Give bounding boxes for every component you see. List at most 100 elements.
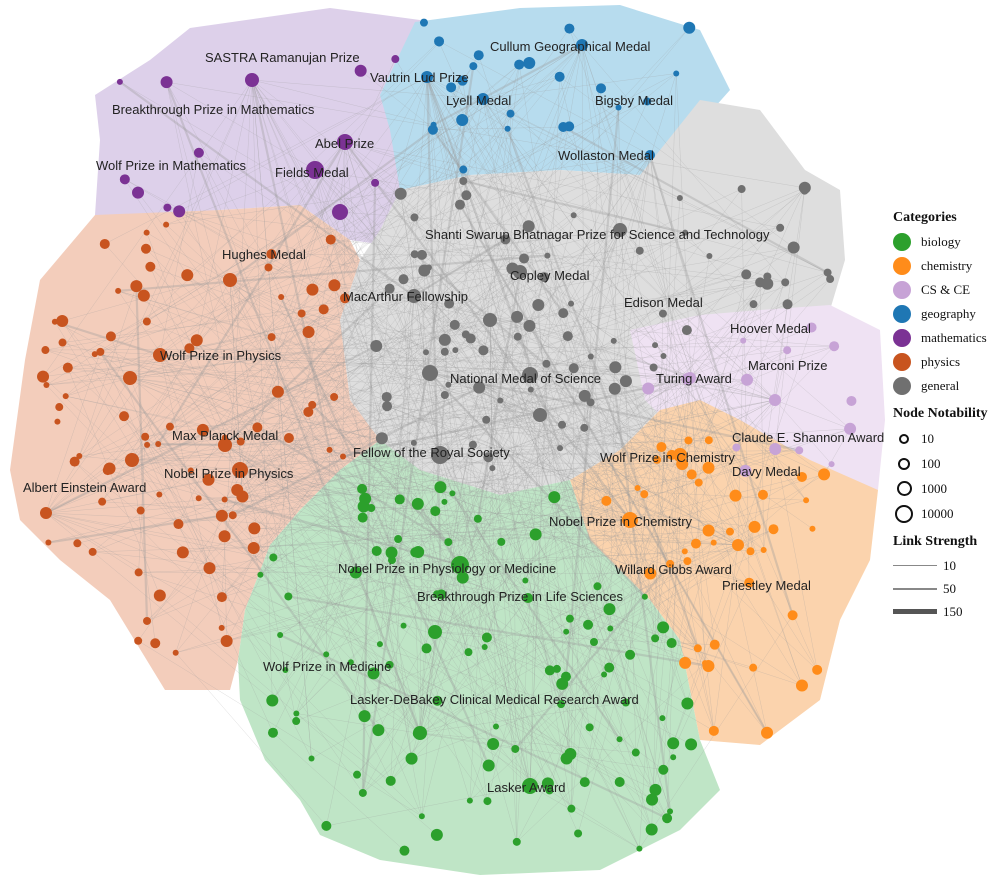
link xyxy=(429,372,646,598)
link xyxy=(224,444,488,638)
link xyxy=(426,76,631,655)
node-biology xyxy=(651,634,660,643)
node-general xyxy=(676,194,683,201)
link xyxy=(54,321,400,500)
node-biology xyxy=(481,632,492,643)
node-biology xyxy=(267,727,278,738)
link xyxy=(434,453,681,456)
link xyxy=(426,446,662,649)
node-general xyxy=(737,185,746,194)
link xyxy=(237,154,651,491)
link xyxy=(135,286,149,621)
link xyxy=(775,448,818,670)
link xyxy=(131,459,241,471)
node-cs-ce xyxy=(846,395,857,406)
legend-categories: biology chemistry CS & CE geography mathemat… xyxy=(893,230,998,398)
node-biology xyxy=(357,483,368,494)
node-chemistry xyxy=(622,512,638,528)
node-geography xyxy=(435,38,444,47)
region-biology xyxy=(238,440,720,875)
link xyxy=(169,298,346,427)
link xyxy=(119,81,415,297)
node-chemistry xyxy=(679,656,692,669)
link xyxy=(539,414,674,744)
link xyxy=(239,267,430,471)
legend-item-chemistry: chemistry xyxy=(893,254,998,278)
link xyxy=(224,444,391,781)
link xyxy=(403,279,421,734)
node-cs-ce xyxy=(681,373,694,386)
node-physics xyxy=(143,229,150,236)
link xyxy=(507,128,688,704)
node-chemistry xyxy=(732,539,744,551)
link xyxy=(175,500,807,653)
link xyxy=(565,676,640,849)
legend-label: geography xyxy=(921,306,976,321)
link xyxy=(129,282,761,379)
link xyxy=(675,73,706,664)
link xyxy=(254,528,531,787)
legend-notability-title: Node Notability xyxy=(893,406,988,421)
node-geography xyxy=(477,93,489,105)
link xyxy=(618,107,637,753)
link-strength-value: 150 xyxy=(943,603,963,619)
link xyxy=(224,536,227,642)
link xyxy=(426,76,776,401)
link xyxy=(663,377,691,770)
label-lyell-medal: Lyell Medal xyxy=(446,93,511,108)
node-general xyxy=(384,283,395,294)
link xyxy=(196,64,520,341)
node-general xyxy=(658,309,667,318)
link xyxy=(455,350,516,750)
node-geography xyxy=(469,62,478,71)
link xyxy=(333,229,621,398)
node-chemistry xyxy=(640,490,649,499)
link xyxy=(463,180,501,401)
link xyxy=(429,372,541,416)
link xyxy=(613,388,672,812)
link xyxy=(590,356,653,800)
link xyxy=(189,348,571,619)
label-wolf-prize-physics: Wolf Prize in Physics xyxy=(160,348,282,363)
node-chemistry xyxy=(644,567,657,580)
link xyxy=(376,550,572,809)
node-biology xyxy=(685,738,698,751)
link xyxy=(413,238,507,297)
node-physics xyxy=(41,346,50,355)
node-physics xyxy=(223,273,237,287)
link xyxy=(74,295,415,462)
link xyxy=(489,271,521,321)
link xyxy=(389,664,656,791)
link xyxy=(138,549,764,573)
link xyxy=(651,73,677,830)
link xyxy=(413,295,706,664)
label-national-medal-of-science: National Medal of Science xyxy=(450,371,601,386)
link xyxy=(581,44,751,552)
node-biology xyxy=(589,638,598,647)
link xyxy=(242,270,425,497)
link xyxy=(251,79,313,290)
notability-item: 1000 xyxy=(893,476,998,501)
link xyxy=(414,44,583,218)
legend-label: chemistry xyxy=(921,258,973,273)
node-geography xyxy=(596,83,607,94)
link xyxy=(344,141,631,521)
node-physics xyxy=(278,293,285,300)
node-general xyxy=(500,234,511,245)
link xyxy=(239,469,419,553)
link xyxy=(563,126,640,251)
link xyxy=(251,79,563,684)
link xyxy=(448,399,776,543)
node-biology xyxy=(464,648,473,657)
node-biology xyxy=(548,491,561,504)
link xyxy=(45,354,161,514)
node-physics xyxy=(339,293,350,304)
link xyxy=(144,436,312,759)
link xyxy=(100,351,691,379)
link xyxy=(482,98,645,495)
link xyxy=(288,377,691,597)
link xyxy=(419,732,664,770)
node-geography xyxy=(523,57,536,70)
link xyxy=(146,303,450,622)
link xyxy=(67,354,161,368)
